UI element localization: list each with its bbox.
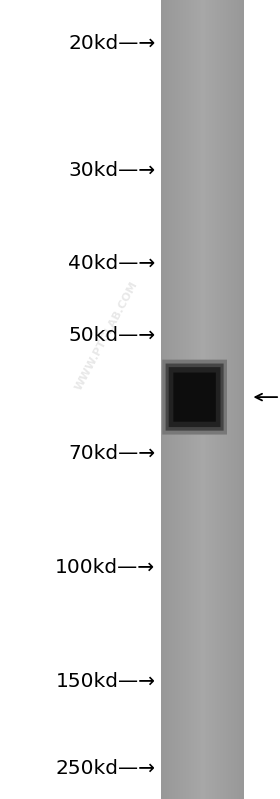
Bar	[167, 0, 168, 799]
Bar	[198, 0, 200, 799]
Bar	[224, 0, 226, 799]
Bar	[209, 0, 211, 799]
FancyBboxPatch shape	[165, 364, 224, 431]
Bar	[231, 0, 233, 799]
Bar	[215, 0, 216, 799]
Bar	[164, 0, 166, 799]
Bar	[201, 0, 203, 799]
Bar	[237, 0, 239, 799]
Bar	[227, 0, 229, 799]
Text: 40kd—→: 40kd—→	[68, 254, 155, 273]
Bar	[191, 0, 193, 799]
Bar	[162, 0, 164, 799]
Bar	[219, 0, 221, 799]
Bar	[226, 0, 228, 799]
Bar	[173, 0, 175, 799]
Bar	[200, 0, 201, 799]
Bar	[228, 0, 230, 799]
Bar	[223, 0, 225, 799]
Bar	[234, 0, 236, 799]
Bar	[220, 0, 222, 799]
Bar	[172, 0, 174, 799]
Bar	[182, 0, 183, 799]
Bar	[187, 0, 189, 799]
Bar	[183, 0, 185, 799]
Bar	[202, 0, 204, 799]
Bar	[230, 0, 232, 799]
Text: 30kd—→: 30kd—→	[68, 161, 155, 180]
FancyBboxPatch shape	[162, 360, 227, 435]
Bar	[216, 0, 218, 799]
Bar	[205, 0, 207, 799]
FancyBboxPatch shape	[169, 368, 221, 427]
Bar	[238, 0, 240, 799]
Bar	[208, 0, 210, 799]
Bar	[176, 0, 178, 799]
Bar	[213, 0, 215, 799]
Bar	[185, 0, 186, 799]
Bar	[179, 0, 181, 799]
Bar	[175, 0, 177, 799]
Bar	[180, 0, 182, 799]
Bar	[204, 0, 206, 799]
Text: 150kd—→: 150kd—→	[55, 672, 155, 691]
Bar	[241, 0, 243, 799]
Bar	[218, 0, 219, 799]
Bar	[194, 0, 196, 799]
Text: 70kd—→: 70kd—→	[68, 443, 155, 463]
Text: 100kd—→: 100kd—→	[55, 558, 155, 577]
Bar	[206, 0, 208, 799]
FancyBboxPatch shape	[173, 372, 216, 422]
Bar	[165, 0, 167, 799]
Bar	[195, 0, 197, 799]
Bar	[197, 0, 199, 799]
Bar	[221, 0, 223, 799]
Bar	[211, 0, 213, 799]
Bar	[193, 0, 195, 799]
Bar	[242, 0, 244, 799]
Text: 250kd—→: 250kd—→	[55, 759, 155, 778]
Bar	[161, 0, 163, 799]
Bar	[233, 0, 234, 799]
Text: 20kd—→: 20kd—→	[68, 34, 155, 54]
Bar	[190, 0, 192, 799]
Bar	[235, 0, 237, 799]
Bar	[171, 0, 172, 799]
Text: 50kd—→: 50kd—→	[68, 326, 155, 345]
Bar	[168, 0, 170, 799]
Text: WWW.PTGLAB.COM: WWW.PTGLAB.COM	[73, 280, 139, 392]
Bar	[212, 0, 214, 799]
Bar	[188, 0, 190, 799]
Bar	[178, 0, 179, 799]
Bar	[186, 0, 188, 799]
Bar	[239, 0, 241, 799]
Bar	[169, 0, 171, 799]
